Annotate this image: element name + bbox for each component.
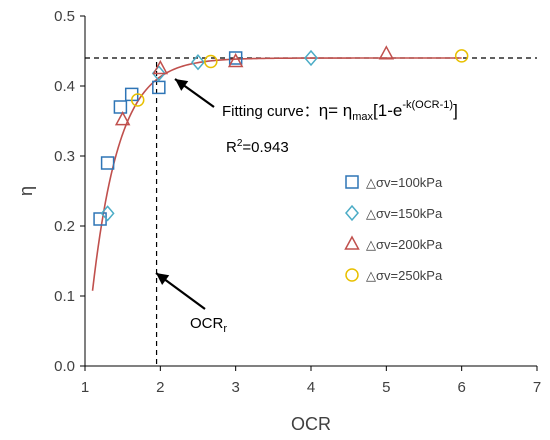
legend-label-4: △σv=250kPa bbox=[366, 268, 443, 283]
x-tick-label: 4 bbox=[307, 379, 315, 396]
axes: 1 2 3 4 5 6 7 0.0 0.1 0.2 0.3 0.4 0.5 OCR η bbox=[16, 8, 541, 434]
x-tick-label: 1 bbox=[81, 379, 89, 396]
data-point-series-1 bbox=[100, 156, 115, 170]
data-point-series-3 bbox=[227, 52, 244, 68]
y-tick-label: 0.4 bbox=[54, 78, 75, 95]
ocr-r-sub: r bbox=[223, 323, 227, 335]
data-point-series-4 bbox=[130, 93, 145, 107]
data-point-series-2 bbox=[100, 205, 115, 222]
ocr-r-arrow bbox=[155, 272, 206, 310]
fit-eq-c: ] bbox=[453, 101, 458, 120]
legend-label-2: △σv=150kPa bbox=[366, 206, 443, 221]
data-point-series-1 bbox=[228, 51, 243, 65]
data-point-series-3 bbox=[152, 59, 169, 75]
r2-b: =0.943 bbox=[242, 139, 288, 156]
data-point-series-3 bbox=[378, 45, 395, 60]
ocr-r-annotation: OCRr bbox=[190, 315, 227, 335]
legend-marker-4 bbox=[345, 268, 359, 282]
r2-a: R bbox=[226, 139, 237, 156]
fit-eq-max: max bbox=[352, 111, 373, 123]
r2-sup: 2 bbox=[237, 138, 243, 149]
data-point-series-3 bbox=[114, 111, 131, 126]
r2-annotation: R2=0.943 bbox=[226, 138, 289, 156]
y-tick-label: 0.5 bbox=[54, 8, 75, 25]
data-point-series-4 bbox=[204, 54, 218, 69]
annotations: Fitting curve：η= ηmax[1-e-k(OCR-1)] R2=0… bbox=[155, 78, 458, 335]
data-markers bbox=[93, 45, 469, 226]
data-point-series-1 bbox=[113, 100, 128, 114]
ocr-r-arrow-head bbox=[156, 273, 170, 285]
x-tick-label: 6 bbox=[457, 379, 465, 396]
fit-eq-a: η= η bbox=[319, 101, 353, 120]
legend-label-1: △σv=100kPa bbox=[366, 175, 443, 190]
x-axis-label: OCR bbox=[291, 414, 331, 434]
fit-eq-b: [1-e bbox=[373, 101, 402, 120]
y-tick-label: 0.3 bbox=[54, 148, 75, 165]
data-point-series-2 bbox=[304, 49, 318, 67]
legend-label-3: △σv=200kPa bbox=[366, 237, 443, 252]
x-tick-label: 2 bbox=[156, 379, 164, 396]
y-axis-label: η bbox=[16, 186, 36, 196]
fit-eq-exp: -k(OCR-1) bbox=[402, 99, 453, 111]
fit-prefix: Fitting curve： bbox=[222, 103, 319, 120]
y-tick-label: 0.1 bbox=[54, 288, 75, 305]
legend-marker-3 bbox=[344, 235, 360, 250]
y-tick-label: 0.0 bbox=[54, 358, 75, 375]
x-tick-label: 7 bbox=[533, 379, 541, 396]
legend-marker-2 bbox=[345, 204, 359, 222]
data-point-series-1 bbox=[152, 80, 166, 95]
x-tick-label: 5 bbox=[382, 379, 390, 396]
data-point-series-1 bbox=[93, 212, 107, 226]
legend: △σv=100kPa △σv=150kPa △σv=200kPa △σv=250kPa bbox=[344, 175, 443, 283]
x-tick-label: 3 bbox=[231, 379, 239, 396]
fit-annotation: Fitting curve：η= ηmax[1-e-k(OCR-1)] bbox=[222, 99, 458, 123]
ocr-r-main: OCR bbox=[190, 315, 224, 332]
y-tick-label: 0.2 bbox=[54, 218, 75, 235]
fit-arrow-head bbox=[175, 79, 189, 91]
data-point-series-2 bbox=[191, 54, 205, 71]
data-point-series-4 bbox=[454, 49, 469, 63]
legend-marker-1 bbox=[345, 175, 359, 189]
fit-arrow bbox=[174, 78, 215, 108]
